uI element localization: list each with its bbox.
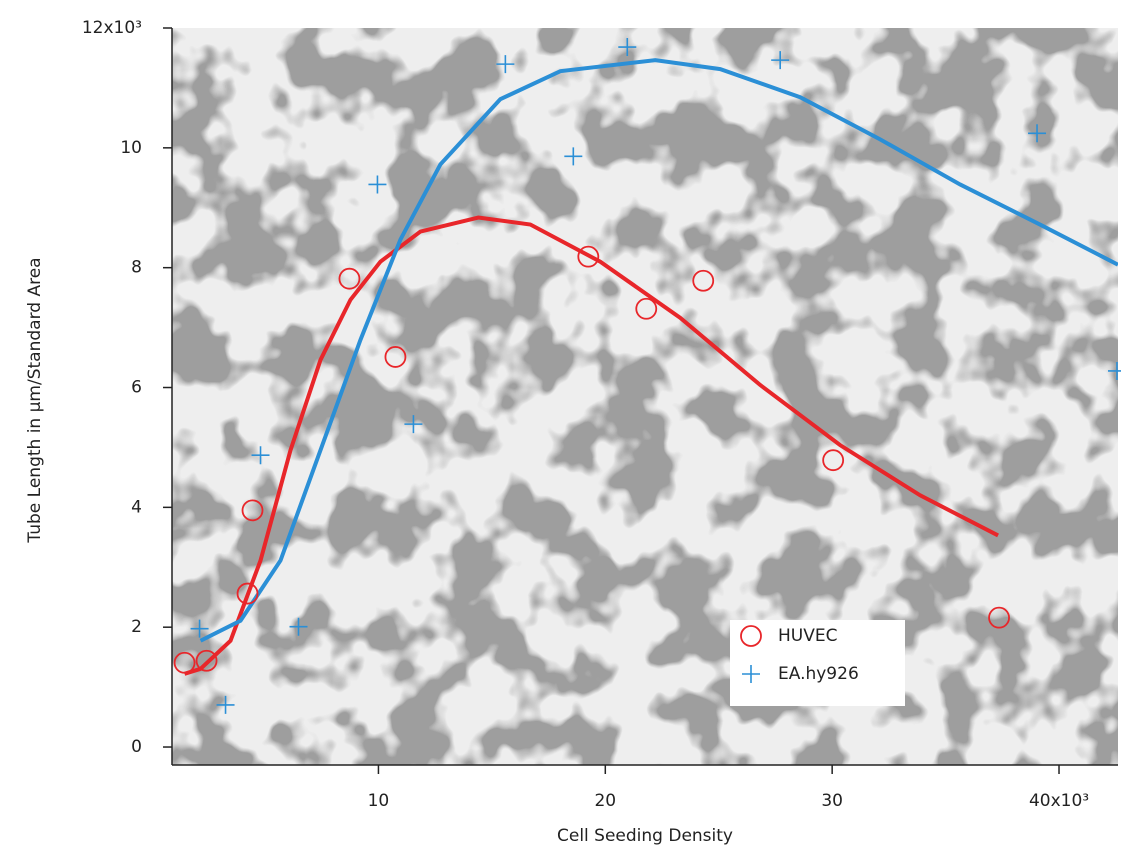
point [577,245,600,268]
fit-line [183,215,999,676]
legend-marker [740,625,762,647]
point [384,346,407,368]
point [618,38,637,57]
point [289,617,308,636]
point [338,267,361,290]
legend: HUVEC EA.hy926 [730,620,905,706]
point [236,582,259,605]
plot-area [183,58,1118,676]
point [216,695,235,714]
y-tick-label: 12x10³ [82,18,142,38]
point [173,651,196,674]
legend-label: EA.hy926 [778,664,859,684]
y-tick-label: 0 [131,737,142,757]
point [368,175,387,194]
point [692,269,715,292]
y-tick-label: 6 [131,378,142,398]
point [635,297,658,320]
legend-label: HUVEC [778,626,837,646]
point [988,606,1010,629]
y-axis-title: Tube Length in µm/Standard Area [25,257,45,543]
point [404,415,423,434]
point [1107,361,1121,380]
x-axis-title: Cell Seeding Density [557,826,733,846]
plot-background [172,28,1118,765]
point [496,55,515,74]
fit-line [199,58,1118,643]
x-tick-label: 10 [368,791,390,811]
legend-marker [742,665,760,683]
point [190,619,209,638]
y-tick-label: 8 [131,258,142,278]
y-tick-label: 10 [120,138,142,158]
point [1028,124,1047,143]
point [251,446,270,465]
point [195,649,218,672]
point [771,51,790,70]
legend-box [730,620,905,706]
x-tick-label: 40x10³ [1029,791,1089,811]
point [822,449,845,472]
x-tick-label: 20 [594,791,616,811]
y-tick-label: 4 [131,497,142,517]
x-tick-label: 30 [821,791,843,811]
y-tick-label: 2 [131,617,142,637]
point [564,147,583,166]
point [241,499,264,522]
